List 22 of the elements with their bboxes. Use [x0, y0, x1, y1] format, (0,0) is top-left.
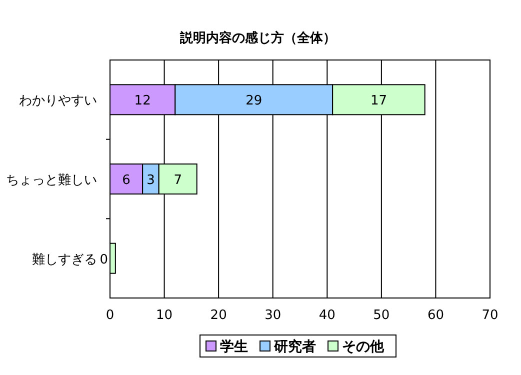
y-tick-label: ちょっと難しい — [6, 173, 97, 188]
x-tick-label: 50 — [373, 308, 390, 323]
data-label: 17 — [370, 94, 387, 109]
x-tick-label: 40 — [318, 308, 336, 323]
x-tick-label: 30 — [264, 308, 282, 323]
x-tick-label: 10 — [156, 308, 173, 323]
data-label: 12 — [134, 94, 151, 109]
legend-label: その他 — [342, 339, 385, 355]
legend-label: 研究者 — [273, 338, 316, 355]
chart-title: 説明内容の感じ方（全体） — [179, 30, 336, 46]
data-label: 29 — [246, 94, 262, 109]
x-tick-label: 0 — [106, 308, 114, 323]
data-label: 6 — [122, 173, 130, 188]
y-tick-label: わかりやすい — [19, 94, 97, 109]
x-tick-label: 20 — [210, 308, 227, 323]
legend-label: 学生 — [220, 339, 248, 355]
data-label: 0 — [100, 252, 108, 268]
x-tick-label: 60 — [427, 308, 444, 323]
data-label: 7 — [174, 173, 182, 188]
data-label: 3 — [146, 173, 155, 188]
x-tick-label: 70 — [482, 308, 498, 323]
y-tick-label: 難しすぎる — [32, 252, 97, 268]
